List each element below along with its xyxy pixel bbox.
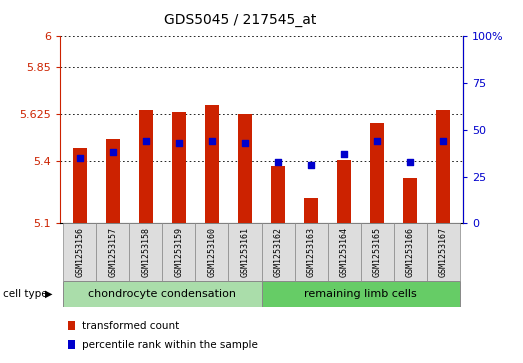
Text: GSM1253161: GSM1253161 — [241, 227, 249, 277]
Bar — [139, 110, 153, 223]
Text: chondrocyte condensation: chondrocyte condensation — [88, 289, 236, 299]
Bar — [63, 281, 262, 307]
Point — [109, 149, 117, 155]
Bar — [294, 223, 327, 281]
Text: GSM1253160: GSM1253160 — [208, 227, 217, 277]
Point — [406, 159, 414, 164]
Point — [76, 155, 84, 161]
Point — [340, 151, 348, 157]
Bar — [403, 178, 417, 223]
Text: GSM1253166: GSM1253166 — [405, 227, 415, 277]
Text: GSM1253156: GSM1253156 — [75, 227, 84, 277]
Text: remaining limb cells: remaining limb cells — [304, 289, 417, 299]
Bar — [106, 139, 120, 223]
Bar — [337, 160, 351, 223]
Point — [175, 140, 183, 146]
Bar — [262, 281, 460, 307]
Point — [241, 140, 249, 146]
Point — [373, 138, 381, 144]
Text: transformed count: transformed count — [82, 321, 179, 331]
Text: percentile rank within the sample: percentile rank within the sample — [82, 340, 257, 350]
Point — [274, 159, 282, 164]
Bar — [204, 105, 220, 223]
Text: GSM1253157: GSM1253157 — [108, 227, 118, 277]
Text: GSM1253164: GSM1253164 — [339, 227, 348, 277]
Bar — [327, 223, 360, 281]
Bar — [172, 112, 186, 223]
Bar — [229, 223, 262, 281]
Text: cell type: cell type — [3, 289, 47, 299]
Point — [142, 138, 150, 144]
Bar — [370, 122, 384, 223]
Bar — [96, 223, 130, 281]
Bar — [360, 223, 393, 281]
Bar — [130, 223, 163, 281]
Bar — [393, 223, 427, 281]
Text: GSM1253163: GSM1253163 — [306, 227, 315, 277]
Point — [439, 138, 447, 144]
Bar — [427, 223, 460, 281]
Bar — [163, 223, 196, 281]
Text: GSM1253162: GSM1253162 — [274, 227, 282, 277]
Text: GSM1253165: GSM1253165 — [372, 227, 382, 277]
Point — [307, 162, 315, 168]
Text: GSM1253167: GSM1253167 — [439, 227, 448, 277]
Text: ▶: ▶ — [45, 289, 52, 299]
Bar — [196, 223, 229, 281]
Bar — [436, 110, 450, 223]
Bar — [237, 114, 253, 223]
Point — [208, 138, 216, 144]
Text: GSM1253159: GSM1253159 — [175, 227, 184, 277]
Text: GSM1253158: GSM1253158 — [141, 227, 151, 277]
Bar — [262, 223, 294, 281]
Bar — [303, 198, 319, 223]
Bar — [63, 223, 96, 281]
Bar — [73, 148, 87, 223]
Text: GDS5045 / 217545_at: GDS5045 / 217545_at — [164, 13, 317, 27]
Bar — [270, 166, 286, 223]
